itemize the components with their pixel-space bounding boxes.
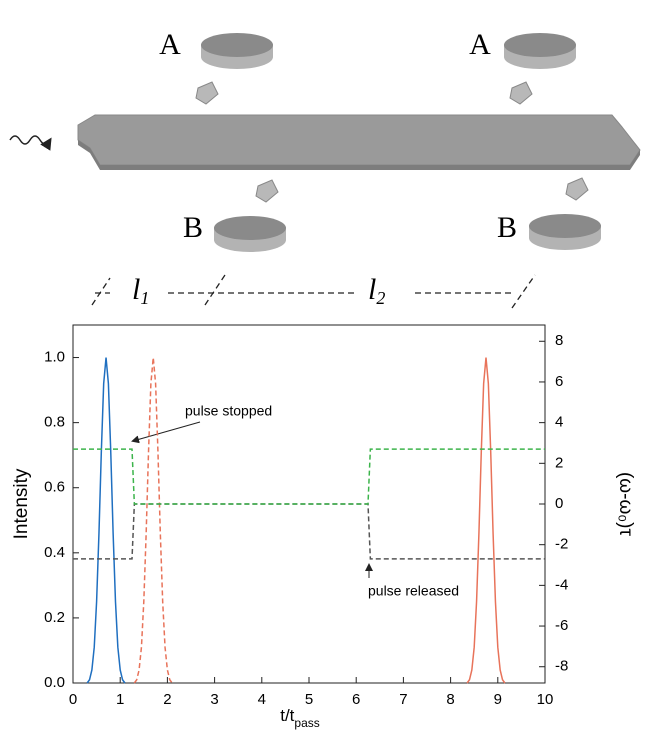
y2-tick-label: 4: [555, 414, 563, 431]
annotation-arrow: [131, 421, 201, 444]
x-tick-label: 10: [537, 691, 554, 708]
couplers: [195, 81, 589, 203]
y2-axis-label: (ω-ω₀)τ: [615, 472, 636, 537]
y-tick-label: 0.6: [44, 479, 65, 496]
y2-tick-label: -6: [555, 617, 568, 634]
y2-tick-label: -2: [555, 536, 568, 553]
series-line: [133, 357, 173, 684]
resonator-label: A: [159, 28, 181, 61]
annotation: pulse stopped: [185, 403, 272, 419]
series-line: [73, 503, 545, 560]
x-tick-label: 0: [69, 691, 77, 708]
resonators: [201, 33, 601, 252]
y2-tick-label: 0: [555, 495, 563, 512]
input-wave: [9, 135, 52, 151]
x-tick-label: 5: [305, 691, 313, 708]
y2-tick-label: 2: [555, 454, 563, 471]
resonator-label: B: [497, 211, 517, 244]
waveguide-edge: [78, 140, 640, 170]
y-tick-label: 1.0: [44, 349, 65, 366]
length-label: l1: [132, 273, 149, 308]
x-tick-label: 9: [494, 691, 502, 708]
y2-tick-label: -4: [555, 576, 568, 593]
series-line: [466, 357, 506, 684]
length-main: l: [132, 273, 140, 306]
x-tick-label: 8: [446, 691, 454, 708]
diagram: A A B B l1 l2: [9, 28, 641, 309]
y2-tick-label: 6: [555, 373, 563, 390]
resonator-label: B: [183, 211, 203, 244]
x-tick-label: 2: [163, 691, 171, 708]
x-label-sub: pass: [294, 716, 319, 730]
length-label: l2: [368, 273, 385, 308]
y-tick-label: 0.2: [44, 609, 65, 626]
length-main: l: [368, 273, 376, 306]
x-tick-label: 7: [399, 691, 407, 708]
x-tick-label: 6: [352, 691, 360, 708]
y2-tick-label: -8: [555, 658, 568, 675]
x-tick-label: 1: [116, 691, 124, 708]
series-line: [73, 448, 545, 505]
length-sub: 1: [140, 288, 149, 308]
y2-tick-label: 8: [555, 332, 563, 349]
y-tick-label: 0.4: [44, 544, 65, 561]
y-tick-label: 0.0: [44, 674, 65, 691]
x-tick-label: 4: [258, 691, 266, 708]
length-sub: 2: [376, 288, 385, 308]
x-tick-label: 3: [210, 691, 218, 708]
annotation: pulse released: [368, 583, 459, 599]
waveguide: [77, 114, 641, 166]
length-lines: [91, 274, 536, 309]
y-tick-label: 0.8: [44, 414, 65, 431]
x-axis-label: t/tpass: [280, 706, 320, 730]
x-label-main: t/t: [280, 706, 294, 725]
resonator-label: A: [469, 28, 491, 61]
series-line: [86, 357, 126, 684]
y-axis-label: Intensity: [11, 468, 32, 539]
